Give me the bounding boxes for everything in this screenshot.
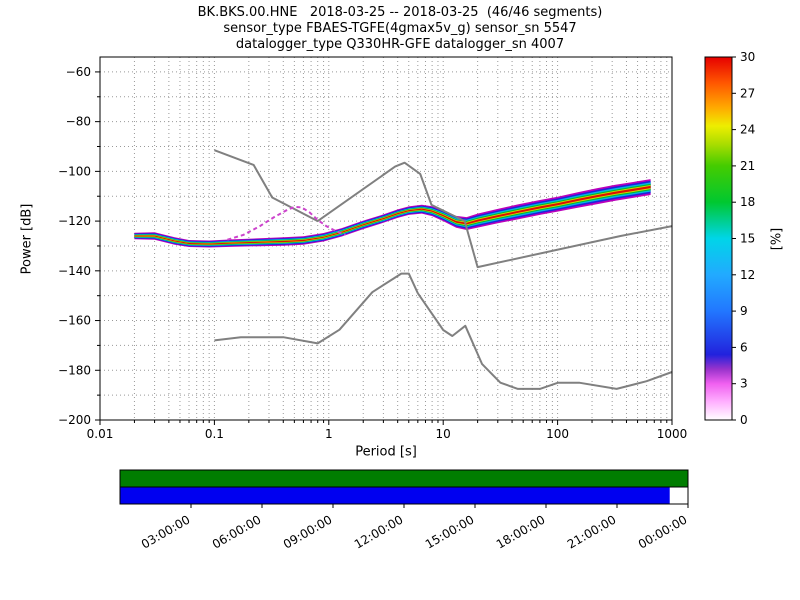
y-tick-label: −140 [58,264,91,278]
y-tick-label: −120 [58,214,91,228]
y-tick-label: −80 [66,115,91,129]
x-tick-label: 10 [436,427,451,441]
time-tick-label: 18:00:00 [494,512,548,551]
time-tick-label: 00:00:00 [636,512,690,551]
colorbar-tick-label: 0 [740,413,748,427]
time-tick-label: 06:00:00 [210,512,264,551]
data-coverage [669,487,688,504]
x-tick-label: 0.01 [87,427,114,441]
figure-title-line2: sensor_type FBAES-TGFE(4gmax5v_g) sensor… [223,21,577,36]
figure-title-line3: datalogger_type Q330HR-GFE datalogger_sn… [235,37,565,52]
y-tick-label: −60 [66,65,91,79]
time-tick-label: 12:00:00 [352,512,406,551]
colorbar-tick-label: 3 [740,377,748,391]
colorbar-tick-label: 30 [740,50,755,64]
x-tick-label: 0.1 [205,427,224,441]
colorbar-tick-label: 21 [740,159,755,173]
colorbar-tick-label: 18 [740,195,755,209]
y-tick-label: −180 [58,363,91,377]
x-tick-label: 100 [546,427,569,441]
x-tick-label: 1000 [657,427,688,441]
data-coverage [120,487,670,504]
colorbar-tick-label: 15 [740,232,755,246]
psd-outlier-curve [227,205,346,241]
plot-frame [99,56,673,421]
colorbar-tick-label: 6 [740,340,748,354]
time-tick-label: 03:00:00 [139,512,193,551]
colorbar-tick-label: 27 [740,86,755,100]
time-tick-label: 15:00:00 [423,512,477,551]
y-tick-label: −100 [58,164,91,178]
colorbar-tick-label: 9 [740,304,748,318]
noise-model-high-line [214,149,673,269]
colorbar [704,56,733,421]
time-tick-label: 21:00:00 [565,512,619,551]
y-axis-label: Power [dB] [19,203,35,275]
time-tick-label: 09:00:00 [281,512,335,551]
noise-model-low-line [214,272,673,390]
colorbar-tick-label: 24 [740,123,755,137]
colorbar-tick-label: 12 [740,268,755,282]
colorbar-label: [%] [769,227,785,251]
x-tick-label: 1 [325,427,333,441]
figure-title-line1: BK.BKS.00.HNE 2018-03-25 -- 2018-03-25 (… [197,5,603,20]
psd-band-layer [134,185,651,245]
x-axis-label: Period [s] [355,444,417,460]
y-tick-label: −200 [58,413,91,427]
y-tick-label: −160 [58,314,91,328]
psd-coverage [120,470,688,487]
